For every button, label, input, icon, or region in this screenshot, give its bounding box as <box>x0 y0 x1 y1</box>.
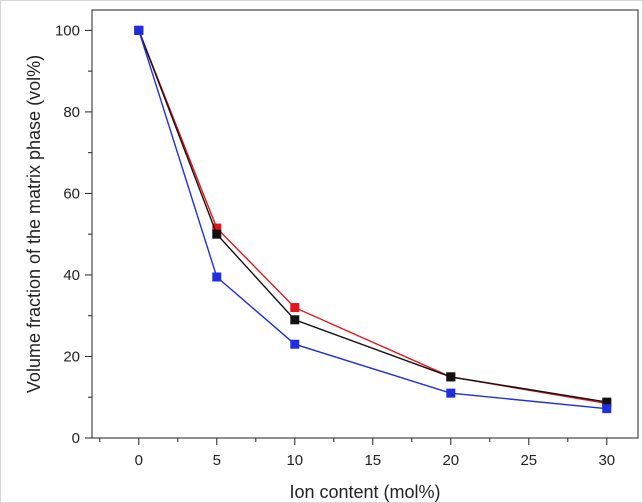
data-point <box>212 229 222 239</box>
data-point <box>290 315 300 325</box>
x-axis-label: Ion content (mol%) <box>289 482 440 502</box>
x-axis: 0 5 10 15 20 25 30 <box>99 438 615 469</box>
data-point <box>290 339 300 349</box>
y-tick-label: 100 <box>55 22 80 39</box>
y-tick-label: 40 <box>63 267 80 284</box>
data-point <box>134 25 144 35</box>
x-tick-label: 30 <box>598 452 615 469</box>
data-point <box>602 404 612 414</box>
y-tick-label: 60 <box>63 185 80 202</box>
x-tick-label: 0 <box>135 452 143 469</box>
data-point <box>446 388 456 398</box>
x-tick-label: 15 <box>364 452 381 469</box>
plot-area-frame <box>91 9 639 439</box>
x-tick-label: 20 <box>442 452 459 469</box>
y-tick-label: 0 <box>72 430 80 447</box>
x-tick-label: 5 <box>213 452 221 469</box>
y-tick-label: 80 <box>63 104 80 121</box>
series-layer <box>134 25 612 414</box>
x-tick-label: 25 <box>520 452 537 469</box>
data-point <box>212 223 222 233</box>
data-point <box>446 372 456 382</box>
y-axis: 0 20 40 60 80 100 <box>55 22 92 447</box>
data-point <box>212 272 222 282</box>
y-axis-label: Volume fraction of the matrix phase (vol… <box>24 55 44 393</box>
y-tick-label: 20 <box>63 348 80 365</box>
data-point <box>602 397 612 407</box>
x-tick-label: 10 <box>286 452 303 469</box>
data-point <box>290 303 300 313</box>
series-2 <box>134 25 612 414</box>
